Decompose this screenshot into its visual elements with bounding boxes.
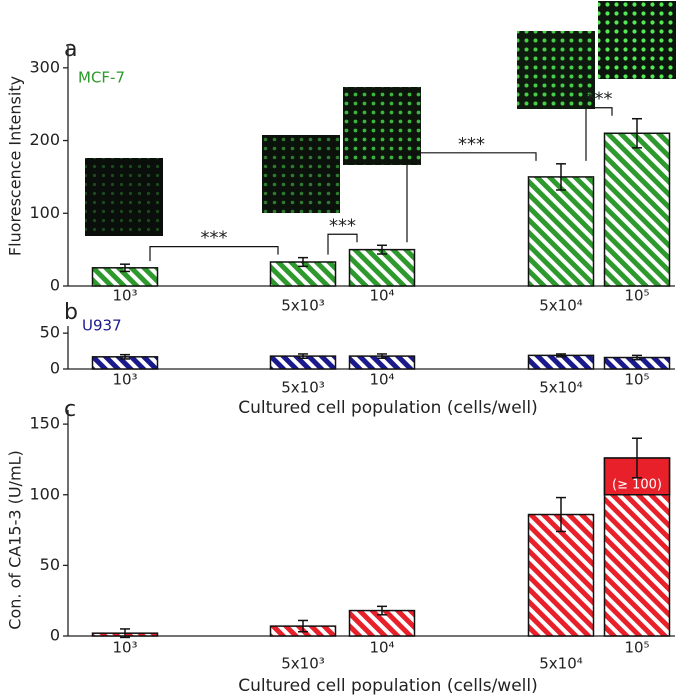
y-tick-label: 300 bbox=[29, 57, 60, 76]
y-tick-label: 150 bbox=[29, 414, 60, 433]
significance-bracket bbox=[406, 152, 537, 243]
significance-label: *** bbox=[201, 228, 228, 249]
panel-tag: U937 bbox=[82, 317, 122, 335]
y-tick-label: 100 bbox=[29, 203, 60, 222]
significance-bracket bbox=[149, 246, 279, 262]
y-tick-label: 0 bbox=[50, 276, 60, 295]
x-tick-label: 10³ bbox=[112, 639, 137, 657]
bar bbox=[527, 176, 595, 287]
significance-bracket bbox=[585, 107, 613, 161]
x-tick-label: 5x10³ bbox=[281, 379, 325, 397]
panel-label: a bbox=[64, 37, 77, 62]
y-tick-label: 50 bbox=[40, 323, 60, 342]
y-tick-label: 100 bbox=[29, 484, 60, 503]
micrograph bbox=[343, 87, 421, 165]
y-axis-label: Fluorescence Intensity bbox=[6, 76, 25, 256]
x-tick-label: 10⁵ bbox=[624, 371, 649, 389]
panel-tag: MCF-7 bbox=[78, 69, 125, 87]
significance-label: *** bbox=[458, 134, 485, 155]
micrograph bbox=[262, 135, 340, 213]
bar bbox=[527, 513, 595, 637]
y-tick-label: 200 bbox=[29, 130, 60, 149]
x-tick-label: 10³ bbox=[112, 287, 137, 305]
saturation-label: (≥ 100) bbox=[612, 477, 662, 492]
micrograph bbox=[517, 31, 595, 109]
x-axis-label: Cultured cell population (cells/well) bbox=[238, 398, 538, 418]
significance-label: *** bbox=[329, 215, 356, 236]
x-tick-label: 5x10³ bbox=[281, 297, 325, 315]
x-tick-label: 10⁴ bbox=[369, 371, 394, 389]
x-tick-label: 10³ bbox=[112, 371, 137, 389]
y-tick-label: 50 bbox=[40, 555, 60, 574]
x-tick-label: 5x10⁴ bbox=[539, 297, 583, 315]
y-tick-label: 0 bbox=[50, 626, 60, 645]
x-tick-label: 5x10⁴ bbox=[539, 655, 583, 673]
bar bbox=[348, 248, 416, 287]
y-axis-label: Con. of CA15-3 (U/mL) bbox=[6, 450, 25, 629]
x-tick-label: 5x10³ bbox=[281, 655, 325, 673]
bar bbox=[603, 132, 671, 287]
x-tick-label: 10⁴ bbox=[369, 287, 394, 305]
significance-bracket bbox=[327, 233, 358, 255]
x-axis-label: Cultured cell population (cells/well) bbox=[238, 676, 538, 696]
panel-label: b bbox=[64, 300, 78, 325]
significance-label: *** bbox=[586, 89, 613, 110]
x-tick-label: 10⁴ bbox=[369, 639, 394, 657]
y-tick-label: 0 bbox=[50, 359, 60, 378]
x-tick-label: 10⁵ bbox=[624, 639, 649, 657]
panel-label: c bbox=[64, 397, 76, 422]
x-tick-label: 10⁵ bbox=[624, 287, 649, 305]
micrograph bbox=[598, 1, 676, 79]
micrograph bbox=[85, 158, 163, 236]
x-tick-label: 5x10⁴ bbox=[539, 379, 583, 397]
